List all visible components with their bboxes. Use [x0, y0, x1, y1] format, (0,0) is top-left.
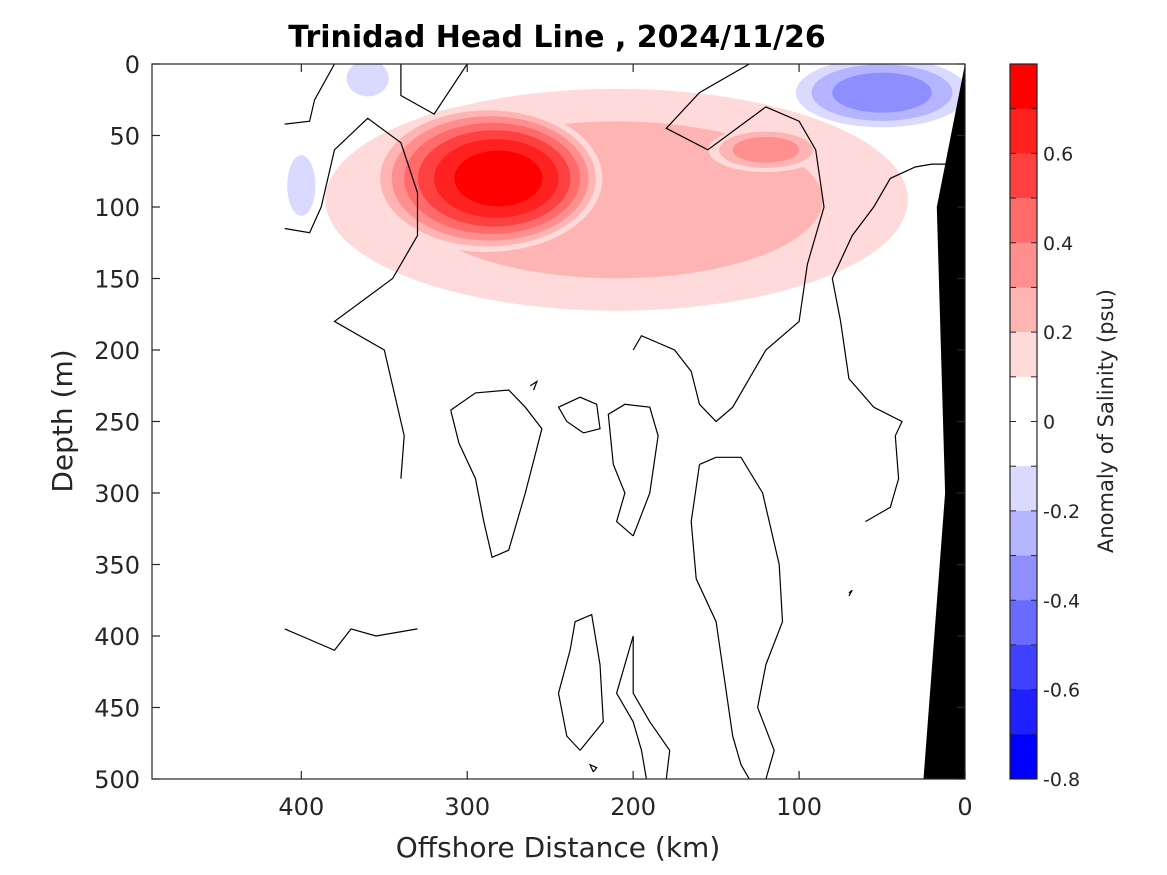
colorbar-segment: [1010, 242, 1037, 288]
zero-contour-1: [284, 64, 336, 125]
colorbar-segment: [1010, 421, 1037, 467]
y-tick-label: 400: [94, 623, 140, 651]
y-axis-ticks: 0 50 100 150 200 250 300 350 400 450 500: [94, 51, 965, 794]
chart-title: Trinidad Head Line , 2024/11/26: [288, 20, 825, 55]
colorbar-label: Anomaly of Salinity (psu): [1094, 289, 1118, 553]
colorbar-segment: [1010, 64, 1037, 109]
y-tick-label: 350: [94, 552, 140, 580]
y-tick-label: 0: [125, 51, 140, 79]
y-tick-label: 450: [94, 695, 140, 723]
zero-contour-7: [607, 403, 659, 537]
colorbar-segment: [1010, 600, 1037, 646]
y-tick-label: 150: [94, 266, 140, 294]
zero-contour-17: [588, 763, 598, 773]
contour-band-core-8: [454, 150, 543, 207]
colorbar-segment: [1010, 198, 1037, 244]
zero-contour-3: [400, 64, 468, 115]
y-tick-label: 50: [109, 123, 140, 151]
zero-contour-6: [557, 396, 601, 434]
x-tick-label: 200: [610, 793, 656, 821]
colorbar-tick-label: -0.4: [1043, 590, 1080, 612]
zero-contour-5: [450, 389, 543, 559]
contour-band-secondary-4: [732, 136, 800, 163]
zero-contour-12: [831, 163, 949, 523]
contour-band-neg-west-2: [287, 155, 316, 216]
zero-contour-9: [690, 464, 750, 779]
colorbar-segment: [1010, 734, 1037, 780]
colorbar-tick-label: 0.6: [1043, 143, 1073, 165]
zero-contour-8: [557, 613, 604, 751]
x-axis-ticks: 400 300 200 100 0: [278, 64, 973, 821]
zero-contour-13: [615, 635, 647, 779]
colorbar-segment: [1010, 108, 1037, 154]
colorbar-segment: [1010, 555, 1037, 601]
colorbar-segment: [1010, 287, 1037, 333]
colorbar-tick-label: -0.6: [1043, 680, 1080, 702]
x-tick-label: 0: [957, 793, 972, 821]
zero-contour-16: [529, 379, 539, 391]
y-tick-label: 300: [94, 480, 140, 508]
zero-contour-15: [848, 589, 853, 597]
y-axis-label: Depth (m): [46, 349, 79, 492]
bathymetry-mask: [923, 64, 965, 779]
zero-contour-lines: [284, 64, 949, 779]
colorbar-segment: [1010, 153, 1037, 199]
y-tick-label: 500: [94, 766, 140, 794]
colorbar-tick-label: -0.2: [1043, 501, 1080, 523]
colorbar-tick-label: -0.8: [1043, 769, 1080, 791]
y-tick-label: 250: [94, 409, 140, 437]
contour-layer: [287, 64, 965, 311]
colorbar: [1009, 63, 1038, 780]
colorbar-segment: [1010, 510, 1037, 556]
colorbar-ticks: 0.6 0.4 0.2 0 -0.2 -0.4 -0.6 -0.8: [1010, 108, 1080, 791]
zero-contour-14: [632, 636, 671, 779]
colorbar-tick-label: 0.2: [1043, 322, 1073, 344]
colorbar-tick-label: 0: [1043, 412, 1055, 434]
y-tick-label: 100: [94, 194, 140, 222]
x-tick-label: 300: [444, 793, 490, 821]
x-tick-label: 100: [776, 793, 822, 821]
contour-band-neg-off-2: [346, 64, 389, 97]
colorbar-segment: [1010, 466, 1037, 512]
colorbar-segment: [1010, 332, 1037, 378]
contour-band-neg-near-4: [832, 72, 932, 113]
zero-contour-2: [284, 117, 419, 479]
zero-contour-11: [632, 64, 825, 423]
colorbar-segment: [1010, 644, 1037, 690]
zero-contour-4: [284, 628, 418, 652]
x-axis-label: Offshore Distance (km): [396, 831, 721, 864]
colorbar-tick-label: 0.4: [1043, 233, 1073, 255]
x-tick-label: 400: [278, 793, 324, 821]
y-tick-label: 200: [94, 337, 140, 365]
colorbar-segment: [1010, 689, 1037, 735]
colorbar-segment: [1010, 376, 1037, 422]
zero-contour-10: [699, 456, 784, 779]
